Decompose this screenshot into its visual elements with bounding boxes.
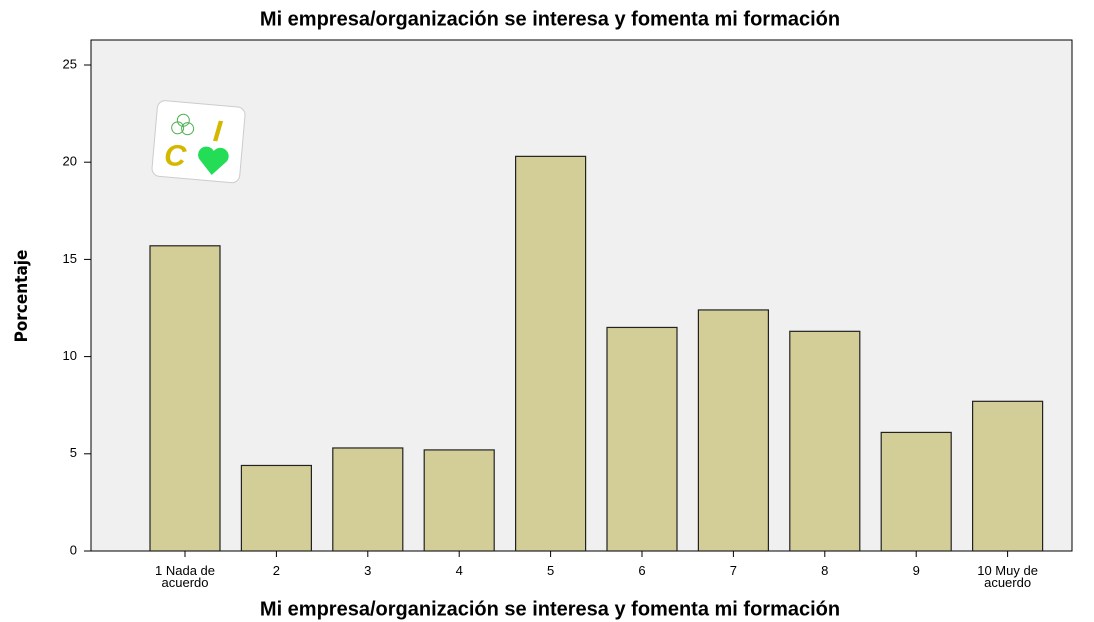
x-tick-label: 4 (455, 563, 463, 578)
logo-clover (176, 113, 190, 127)
y-tick-label: 20 (63, 154, 77, 169)
x-tick-label: 10 Muy de acuerdo (977, 563, 1038, 590)
bar (149, 245, 221, 552)
x-tick-label: 1 Nada de acuerdo (155, 563, 215, 590)
x-tick-label: 3 (364, 563, 372, 578)
y-tick-label: 15 (63, 251, 77, 266)
chart-title: Mi empresa/organización se interesa y fo… (260, 8, 840, 30)
y-tick-label: 0 (70, 542, 77, 557)
bar (971, 400, 1044, 552)
bar (880, 431, 952, 552)
x-axis-title: Mi empresa/organización se interesa y fo… (260, 598, 840, 620)
bar (423, 449, 495, 552)
logo-clover (181, 122, 195, 136)
bar (697, 309, 770, 552)
y-tick-label: 25 (63, 56, 77, 71)
logo-heart (198, 146, 229, 175)
logo-letter: I (212, 115, 224, 149)
bar (789, 330, 861, 552)
x-tick-label: 7 (729, 563, 737, 578)
bar (240, 464, 312, 552)
bar (514, 155, 587, 552)
bar (606, 326, 678, 552)
logo-letter: C (163, 139, 189, 174)
x-tick-label: 9 (912, 563, 920, 578)
x-tick-label: 8 (821, 563, 829, 578)
bar (332, 447, 404, 552)
y-tick-label: 10 (63, 348, 77, 363)
x-tick-label: 2 (272, 563, 280, 578)
y-axis-title: Porcentaje (12, 250, 32, 343)
x-tick-label: 5 (546, 563, 555, 578)
x-tick-label: 6 (638, 563, 646, 578)
y-tick-label: 5 (70, 445, 77, 460)
logo: I C (151, 100, 246, 184)
logo-clover (171, 121, 185, 135)
